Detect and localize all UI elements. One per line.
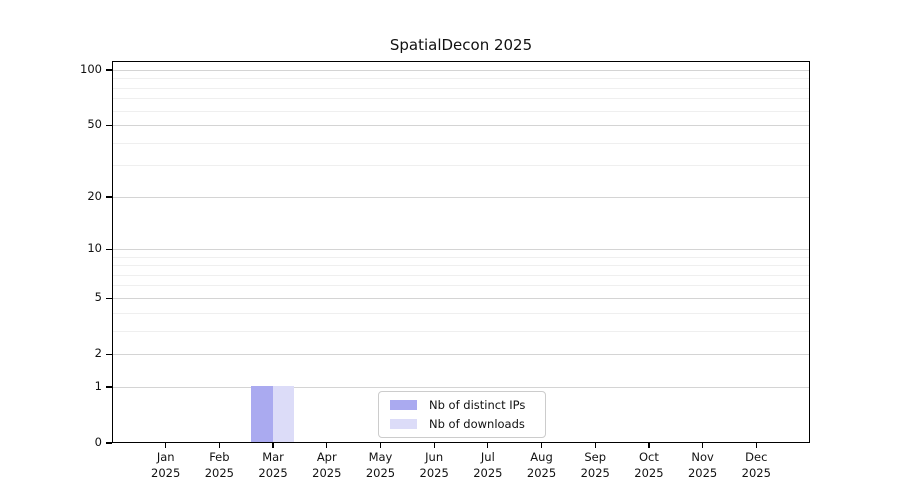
- minor-gridline: [113, 142, 809, 144]
- legend-swatch-downloads-icon: [390, 419, 417, 429]
- x-tick-mark: [755, 443, 757, 448]
- major-gridline: [113, 196, 809, 198]
- x-tick-mark: [272, 443, 274, 448]
- minor-gridline: [113, 165, 809, 167]
- x-tick-label: Nov 2025: [687, 450, 718, 480]
- minor-gridline: [113, 312, 809, 314]
- minor-gridline: [113, 274, 809, 276]
- x-tick-label: Mar 2025: [258, 450, 288, 480]
- x-tick-mark: [218, 443, 220, 448]
- minor-gridline: [113, 256, 809, 258]
- minor-gridline: [113, 330, 809, 332]
- y-tick-label: 100: [80, 62, 102, 77]
- x-tick-label: Oct 2025: [634, 450, 664, 480]
- x-tick-mark: [540, 443, 543, 448]
- x-tick-label: Jan 2025: [151, 450, 181, 480]
- minor-gridline: [113, 285, 809, 287]
- x-tick-mark: [702, 443, 704, 448]
- x-tick-mark: [165, 443, 167, 448]
- legend-item-distinct-ips: Nb of distinct IPs: [390, 398, 545, 412]
- x-tick-label: Dec 2025: [741, 450, 771, 480]
- x-tick-label: Apr 2025: [312, 450, 342, 480]
- x-tick-label: Sep 2025: [580, 450, 610, 480]
- major-gridline: [113, 297, 809, 299]
- x-tick-label: May 2025: [365, 450, 396, 480]
- minor-gridline: [113, 98, 809, 100]
- chart-title: SpatialDecon 2025: [389, 36, 533, 54]
- y-tick-mark: [106, 69, 112, 71]
- x-tick-label: Jul 2025: [473, 450, 503, 480]
- bar-downloads: [272, 386, 295, 442]
- major-gridline: [113, 69, 809, 71]
- legend-label-downloads: Nb of downloads: [429, 417, 525, 431]
- x-tick-mark: [433, 443, 435, 448]
- y-tick-label: 0: [94, 435, 102, 449]
- y-tick-mark: [106, 124, 112, 126]
- x-tick-mark: [594, 443, 596, 448]
- legend: Nb of distinct IPs Nb of downloads: [378, 391, 546, 438]
- y-tick-label: 5: [94, 290, 102, 305]
- y-tick-label: 2: [94, 346, 102, 361]
- y-tick-mark: [106, 196, 112, 198]
- major-gridline: [113, 124, 809, 126]
- minor-gridline: [113, 78, 809, 80]
- plot-area: [112, 61, 810, 443]
- major-gridline: [113, 353, 809, 355]
- y-tick-label: 50: [87, 117, 102, 132]
- y-tick-mark: [106, 386, 112, 388]
- minor-gridline: [113, 87, 809, 89]
- x-tick-label: Aug 2025: [526, 450, 557, 480]
- y-tick-label: 10: [87, 241, 102, 256]
- major-gridline: [113, 248, 809, 250]
- minor-gridline: [113, 110, 809, 112]
- bar-distinct-ips: [251, 386, 273, 442]
- x-tick-label: Jun 2025: [419, 450, 449, 480]
- x-tick-mark: [379, 443, 382, 448]
- y-tick-mark: [106, 248, 112, 250]
- legend-swatch-distinct-ips-icon: [390, 400, 417, 410]
- y-tick-mark: [106, 353, 112, 355]
- x-tick-mark: [326, 443, 328, 448]
- y-tick-mark: [106, 297, 112, 299]
- x-tick-mark: [648, 443, 650, 448]
- legend-item-downloads: Nb of downloads: [390, 417, 545, 431]
- major-gridline: [113, 386, 809, 388]
- minor-gridline: [113, 265, 809, 267]
- y-tick-label: 1: [94, 378, 102, 393]
- legend-label-distinct-ips: Nb of distinct IPs: [429, 398, 526, 412]
- y-tick-mark: [106, 442, 112, 444]
- y-tick-label: 20: [87, 188, 102, 203]
- x-tick-mark: [487, 443, 489, 448]
- x-tick-label: Feb 2025: [204, 450, 235, 480]
